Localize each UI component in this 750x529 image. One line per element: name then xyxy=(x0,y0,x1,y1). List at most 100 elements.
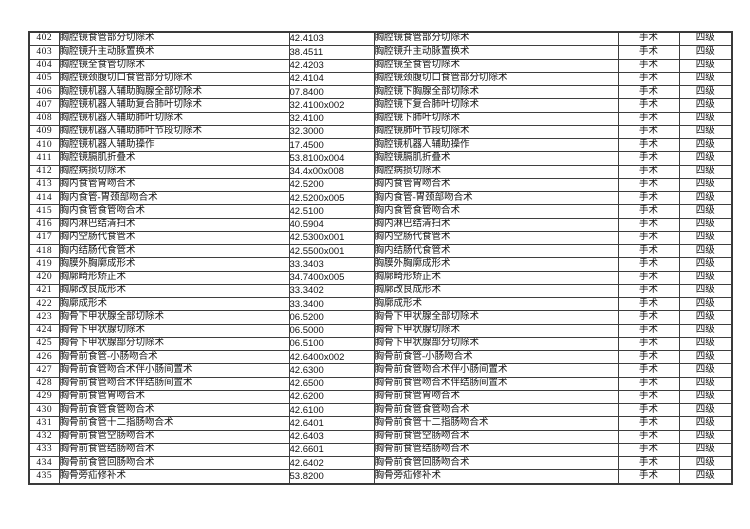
procedure-code-cell: 06.5100 xyxy=(288,336,375,352)
procedure-code-cell: 42.4203 xyxy=(288,58,375,73)
procedure-name-cell: 胸廓成形术 xyxy=(58,297,290,312)
procedure-code-cell: 32.4100x002 xyxy=(288,98,375,113)
procedure-code-cell: 42.5300x001 xyxy=(288,230,375,246)
procedure-code-cell: 32.3000 xyxy=(288,124,375,140)
category-cell: 手术 xyxy=(617,376,680,391)
table-row: 430 胸骨前食管食管吻合术 42.6100 胸骨前食管食管吻合术 手术 四级 xyxy=(28,403,733,418)
row-number-cell: 435 xyxy=(28,469,60,485)
table-row: 424 胸骨下甲状腺切除术 06.5000 胸骨下甲状腺切除术 手术 四级 xyxy=(28,323,733,338)
procedure-code-cell: 53.8200 xyxy=(288,469,375,485)
procedure-name2-cell: 胸骨前食管回肠吻合术 xyxy=(373,456,619,471)
procedure-code-cell: 42.5500x001 xyxy=(288,244,375,259)
procedure-name2-cell: 胸骨下甲状腺全部切除术 xyxy=(373,310,619,325)
level-cell: 四级 xyxy=(678,85,733,100)
procedure-code-cell: 42.5200x005 xyxy=(288,191,375,206)
row-number-cell: 434 xyxy=(28,456,60,471)
row-number-cell: 418 xyxy=(28,244,60,259)
table-row: 403 胸腔镜升主动脉置换术 38.4511 胸腔镜升主动脉置换术 手术 四级 xyxy=(28,45,733,60)
category-cell: 手术 xyxy=(617,283,680,299)
procedure-name2-cell: 胸腔镜机器人辅助操作 xyxy=(373,138,619,153)
procedure-name-cell: 胸腔镜机器人辅助操作 xyxy=(58,138,290,153)
procedure-name-cell: 胸骨下甲状腺全部切除术 xyxy=(58,310,290,325)
category-cell: 手术 xyxy=(617,270,680,285)
row-number-cell: 407 xyxy=(28,98,60,113)
table-row: 411 胸腔镜膈肌折叠术 53.8100x004 胸腔镜膈肌折叠术 手术 四级 xyxy=(28,151,733,166)
row-number-cell: 413 xyxy=(28,177,60,193)
procedure-name-cell: 胸骨前食管十二指肠吻合术 xyxy=(58,416,290,431)
row-number-cell: 402 xyxy=(28,31,60,47)
procedure-code-cell: 07.8400 xyxy=(288,85,375,100)
level-cell: 四级 xyxy=(678,230,733,246)
row-number-cell: 409 xyxy=(28,124,60,140)
category-cell: 手术 xyxy=(617,257,680,272)
table-row: 417 胸内空肠代食管术 42.5300x001 胸内空肠代食管术 手术 四级 xyxy=(28,230,733,246)
procedure-name2-cell: 胸骨前食管空肠吻合术 xyxy=(373,429,619,444)
procedure-name2-cell: 胸廓改良成形术 xyxy=(373,283,619,299)
category-cell: 手术 xyxy=(617,310,680,325)
table-row: 418 胸内结肠代食管术 42.5500x001 胸内结肠代食管术 手术 四级 xyxy=(28,244,733,259)
procedure-table: 402 胸腔镜食管部分切除术 42.4103 胸腔镜食管部分切除术 手术 四级 … xyxy=(28,31,733,485)
level-cell: 四级 xyxy=(678,244,733,259)
procedure-name2-cell: 胸骨前食管十二指肠吻合术 xyxy=(373,416,619,431)
procedure-name2-cell: 胸腔镜下胸腺全部切除术 xyxy=(373,85,619,100)
procedure-name-cell: 胸内空肠代食管术 xyxy=(58,230,290,246)
category-cell: 手术 xyxy=(617,85,680,100)
procedure-code-cell: 42.6401 xyxy=(288,416,375,431)
row-number-cell: 414 xyxy=(28,191,60,206)
table-row: 415 胸内食管食管吻合术 42.5100 胸内食管食管吻合术 手术 四级 xyxy=(28,204,733,219)
level-cell: 四级 xyxy=(678,177,733,193)
procedure-code-cell: 06.5200 xyxy=(288,310,375,325)
table-row: 419 胸膜外胸廓成形术 33.3403 胸膜外胸廓成形术 手术 四级 xyxy=(28,257,733,272)
row-number-cell: 410 xyxy=(28,138,60,153)
category-cell: 手术 xyxy=(617,350,680,365)
procedure-name2-cell: 胸内结肠代食管术 xyxy=(373,244,619,259)
table-row: 428 胸骨前食管吻合术伴结肠间置术 42.6500 胸骨前食管吻合术伴结肠间置… xyxy=(28,376,733,391)
category-cell: 手术 xyxy=(617,323,680,338)
row-number-cell: 422 xyxy=(28,297,60,312)
table-row: 431 胸骨前食管十二指肠吻合术 42.6401 胸骨前食管十二指肠吻合术 手术… xyxy=(28,416,733,431)
procedure-name-cell: 胸骨前食管胃吻合术 xyxy=(58,389,290,405)
procedure-code-cell: 42.6200 xyxy=(288,389,375,405)
procedure-name2-cell: 胸腔病损切除术 xyxy=(373,164,619,179)
level-cell: 四级 xyxy=(678,138,733,153)
table-row: 425 胸骨下甲状腺部分切除术 06.5100 胸骨下甲状腺部分切除术 手术 四… xyxy=(28,336,733,352)
level-cell: 四级 xyxy=(678,58,733,73)
procedure-name-cell: 胸骨前食管吻合术伴小肠间置术 xyxy=(58,363,290,378)
table-row: 407 胸腔镜机器人辅助复合肺叶切除术 32.4100x002 胸腔镜下复合肺叶… xyxy=(28,98,733,113)
procedure-name-cell: 胸骨下甲状腺切除术 xyxy=(58,323,290,338)
procedure-name-cell: 胸腔镜机器人辅助复合肺叶切除术 xyxy=(58,98,290,113)
table-row: 434 胸骨前食管回肠吻合术 42.6402 胸骨前食管回肠吻合术 手术 四级 xyxy=(28,456,733,471)
category-cell: 手术 xyxy=(617,336,680,352)
category-cell: 手术 xyxy=(617,177,680,193)
level-cell: 四级 xyxy=(678,323,733,338)
procedure-code-cell: 17.4500 xyxy=(288,138,375,153)
procedure-name-cell: 胸腔镜膈肌折叠术 xyxy=(58,151,290,166)
procedure-name2-cell: 胸腔镜颈腹切口食管部分切除术 xyxy=(373,71,619,87)
procedure-name-cell: 胸内食管食管吻合术 xyxy=(58,204,290,219)
procedure-name-cell: 胸骨旁疝修补术 xyxy=(58,469,290,485)
category-cell: 手术 xyxy=(617,71,680,87)
procedure-name2-cell: 胸腔镜下复合肺叶切除术 xyxy=(373,98,619,113)
level-cell: 四级 xyxy=(678,283,733,299)
level-cell: 四级 xyxy=(678,191,733,206)
level-cell: 四级 xyxy=(678,456,733,471)
table-row: 432 胸骨前食管空肠吻合术 42.6403 胸骨前食管空肠吻合术 手术 四级 xyxy=(28,429,733,444)
row-number-cell: 428 xyxy=(28,376,60,391)
level-cell: 四级 xyxy=(678,469,733,485)
level-cell: 四级 xyxy=(678,151,733,166)
level-cell: 四级 xyxy=(678,71,733,87)
level-cell: 四级 xyxy=(678,111,733,126)
procedure-code-cell: 42.6400x002 xyxy=(288,350,375,365)
level-cell: 四级 xyxy=(678,98,733,113)
row-number-cell: 430 xyxy=(28,403,60,418)
procedure-code-cell: 42.6500 xyxy=(288,376,375,391)
procedure-code-cell: 42.5200 xyxy=(288,177,375,193)
procedure-code-cell: 42.6403 xyxy=(288,429,375,444)
level-cell: 四级 xyxy=(678,429,733,444)
category-cell: 手术 xyxy=(617,217,680,232)
row-number-cell: 411 xyxy=(28,151,60,166)
table-row: 426 胸骨前食管-小肠吻合术 42.6400x002 胸骨前食管-小肠吻合术 … xyxy=(28,350,733,365)
procedure-name-cell: 胸腔镜全食管切除术 xyxy=(58,58,290,73)
procedure-name-cell: 胸腔镜颈腹切口食管部分切除术 xyxy=(58,71,290,87)
level-cell: 四级 xyxy=(678,217,733,232)
